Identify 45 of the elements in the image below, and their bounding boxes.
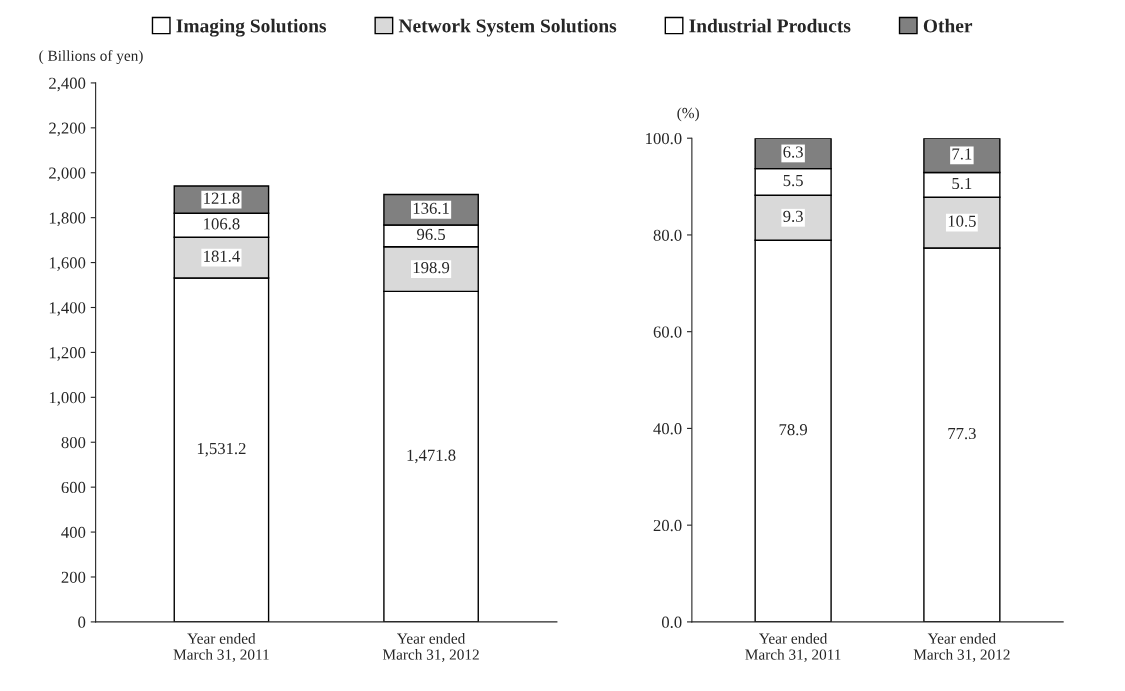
legend-label: Imaging Solutions [176,18,327,37]
y-axis-title: (%) [677,107,699,122]
y-tick-label: 400 [61,526,86,539]
y-tick-label: 1,000 [49,392,86,406]
data-label: 78.9 [779,424,808,436]
y-tick-label: 600 [61,481,86,494]
data-label: 1,471.8 [407,449,456,464]
x-tick-label: Year ended March 31, 2011 [745,633,841,662]
y-tick-label: 60.0 [653,326,682,338]
y-tick-label: 1,600 [49,257,86,271]
y-tick-label: 800 [61,436,86,449]
data-label: 106.8 [204,218,240,230]
y-tick-label: 1,800 [49,212,86,227]
data-label: 77.3 [948,427,976,440]
x-tick-label: Year ended March 31, 2012 [382,633,479,662]
legend-label: Network System Solutions [398,18,617,37]
data-label: 121.8 [204,192,240,204]
y-tick-label: 0.0 [661,616,682,628]
x-tick-label: Year ended March 31, 2011 [173,633,269,662]
data-label: 5.1 [952,177,972,190]
data-label: 198.9 [413,261,450,274]
y-tick-label: 40.0 [653,423,682,435]
data-label: 136.1 [413,202,449,214]
y-tick-label: 80.0 [653,229,682,241]
y-tick-label: 2,400 [49,77,86,92]
y-axis-title: ( Billions of yen) [39,50,143,65]
data-label: 181.4 [204,250,240,262]
y-tick-label: 1,200 [49,347,86,361]
data-label: 6.3 [783,146,803,158]
y-tick-label: 2,200 [49,122,86,137]
data-label: 5.5 [783,175,803,187]
y-tick-label: 2,000 [49,167,86,182]
data-label: 10.5 [948,215,976,227]
y-tick-label: 100.0 [646,132,682,145]
y-tick-label: 200 [61,571,86,583]
legend-label: Other [923,18,973,33]
data-label: 7.1 [952,148,972,160]
x-tick-label: Year ended March 31, 2012 [913,633,1010,662]
y-tick-label: 20.0 [653,519,682,532]
data-label: 96.5 [417,228,446,241]
y-tick-label: 0 [78,616,86,628]
data-label: 9.3 [783,210,803,223]
y-tick-label: 1,400 [49,302,86,316]
data-label: 1,531.2 [197,442,246,457]
legend-label: Industrial Products [689,18,851,33]
